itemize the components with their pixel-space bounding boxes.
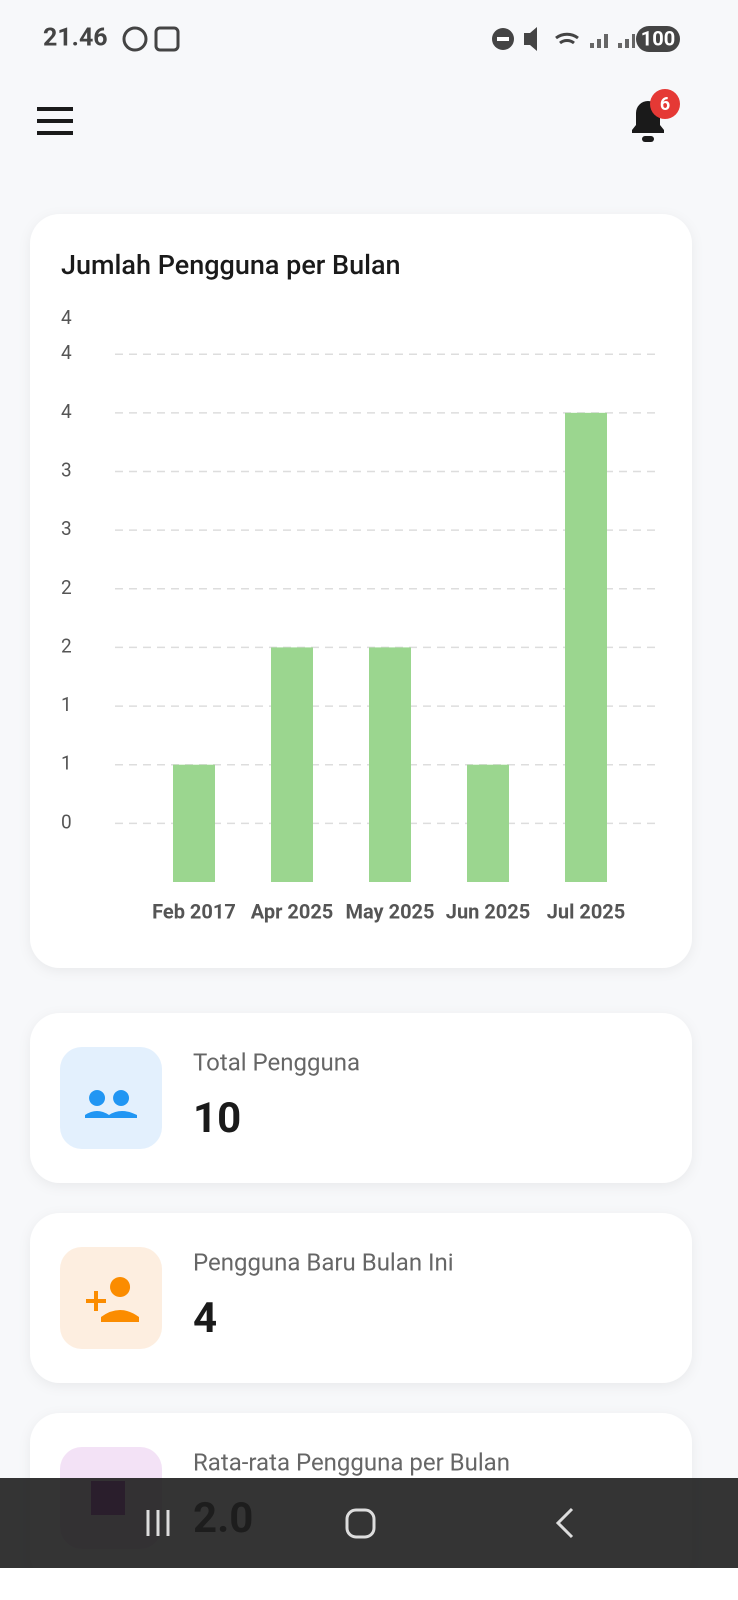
stat-label: Total Pengguna [193,1048,360,1076]
stat-card [30,1213,692,1383]
y-tick-label: 1 [61,752,72,775]
bar [369,647,411,882]
bar [173,764,215,882]
whatsapp-icon [122,26,148,52]
x-tick-label: Jul 2025 [547,899,626,923]
recents-button[interactable] [146,1510,170,1536]
stat-label: Pengguna Baru Bulan Ini [193,1248,454,1276]
y-tick-label: 4 [61,306,72,329]
home-button[interactable] [345,1508,376,1539]
menu-button[interactable] [37,107,73,135]
chart-title: Jumlah Pengguna per Bulan [61,249,401,281]
bar [467,764,509,882]
x-tick-label: Apr 2025 [251,899,334,923]
status-time: 21.46 [43,24,108,53]
x-tick-label: Feb 2017 [152,899,236,923]
y-tick-label: 4 [61,341,72,364]
notification-button[interactable] [632,89,680,142]
y-tick-label: 0 [61,810,72,833]
stat-card [30,1013,692,1183]
bottom-edge [0,1568,738,1600]
y-tick-label: 2 [61,634,72,657]
y-tick-label: 1 [61,693,72,716]
y-tick-label: 3 [61,458,72,481]
chart: 0 1 1 2 2 3 3 4 4 4 Feb 2017 Apr 2025 May 2025 Jun 20… [61,306,655,923]
dnd-bar [497,37,509,41]
y-tick-label: 4 [61,400,72,423]
navigation-bar [0,1478,738,1568]
stat-icon [86,1277,139,1322]
bar [271,647,313,882]
screenshot-icon [154,26,180,52]
back-button[interactable] [555,1507,574,1539]
stat-value: 4 [193,1294,217,1343]
x-tick-label: May 2025 [345,899,434,923]
y-tick-label: 2 [61,576,72,599]
stat-value: 10 [193,1094,241,1143]
signal-icons [590,34,635,48]
stat-label: Rata-rata Pengguna per Bulan [193,1448,510,1476]
stat-icon [85,1090,137,1118]
bar [565,412,607,882]
mute-icon [524,27,537,51]
stat-icon-box [60,1047,162,1149]
battery-level: 100 [641,26,675,50]
y-tick-label: 3 [61,517,72,540]
notification-badge: 6 [660,94,670,115]
x-tick-label: Jun 2025 [446,899,530,923]
wifi-icon [555,32,579,45]
battery [636,26,680,52]
stat-icon-box [60,1247,162,1349]
